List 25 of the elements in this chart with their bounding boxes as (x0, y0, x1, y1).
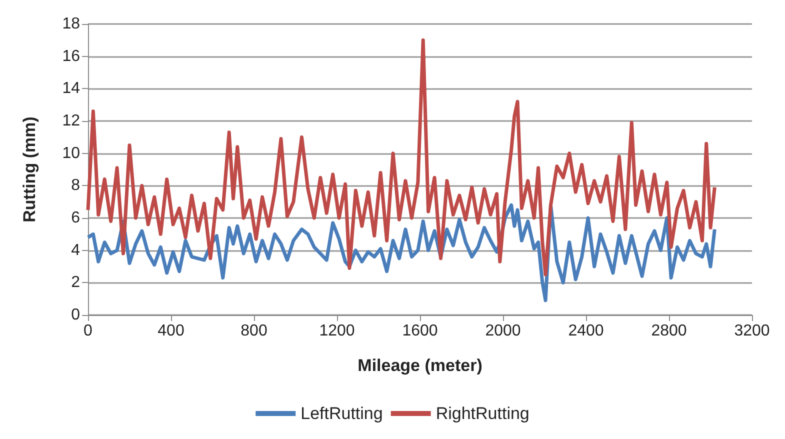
y-tick-label: 16 (62, 48, 80, 65)
x-tick-label: 1600 (402, 322, 438, 340)
x-tick-label: 800 (240, 322, 268, 340)
x-tick-label: 0 (84, 322, 93, 340)
y-tick-label: 4 (71, 242, 80, 259)
y-tick-label: 18 (62, 16, 80, 32)
y-tick-label: 6 (71, 210, 80, 226)
x-tick-label: 3200 (734, 322, 770, 340)
y-axis-title: Rutting (mm) (20, 116, 39, 222)
line-series (86, 38, 716, 276)
x-tick-label: 2000 (485, 322, 521, 340)
y-tick-label: 0 (71, 306, 80, 324)
y-tick-label: 10 (62, 144, 80, 162)
x-tick-label: 1200 (319, 322, 355, 340)
y-tick-label: 2 (71, 274, 80, 292)
x-axis-title: Mileage (meter) (358, 356, 482, 375)
legend-label: RightRutting (436, 404, 530, 423)
y-tick-label: 14 (62, 80, 80, 98)
y-tick-label: 8 (71, 177, 80, 194)
y-tick-label: 12 (62, 112, 80, 130)
line-series (86, 203, 716, 302)
x-tick-label: 2800 (651, 322, 687, 340)
x-tick-label: 400 (158, 322, 184, 340)
legend-label: LeftRutting (300, 404, 383, 423)
x-tick-label: 2400 (568, 322, 604, 340)
